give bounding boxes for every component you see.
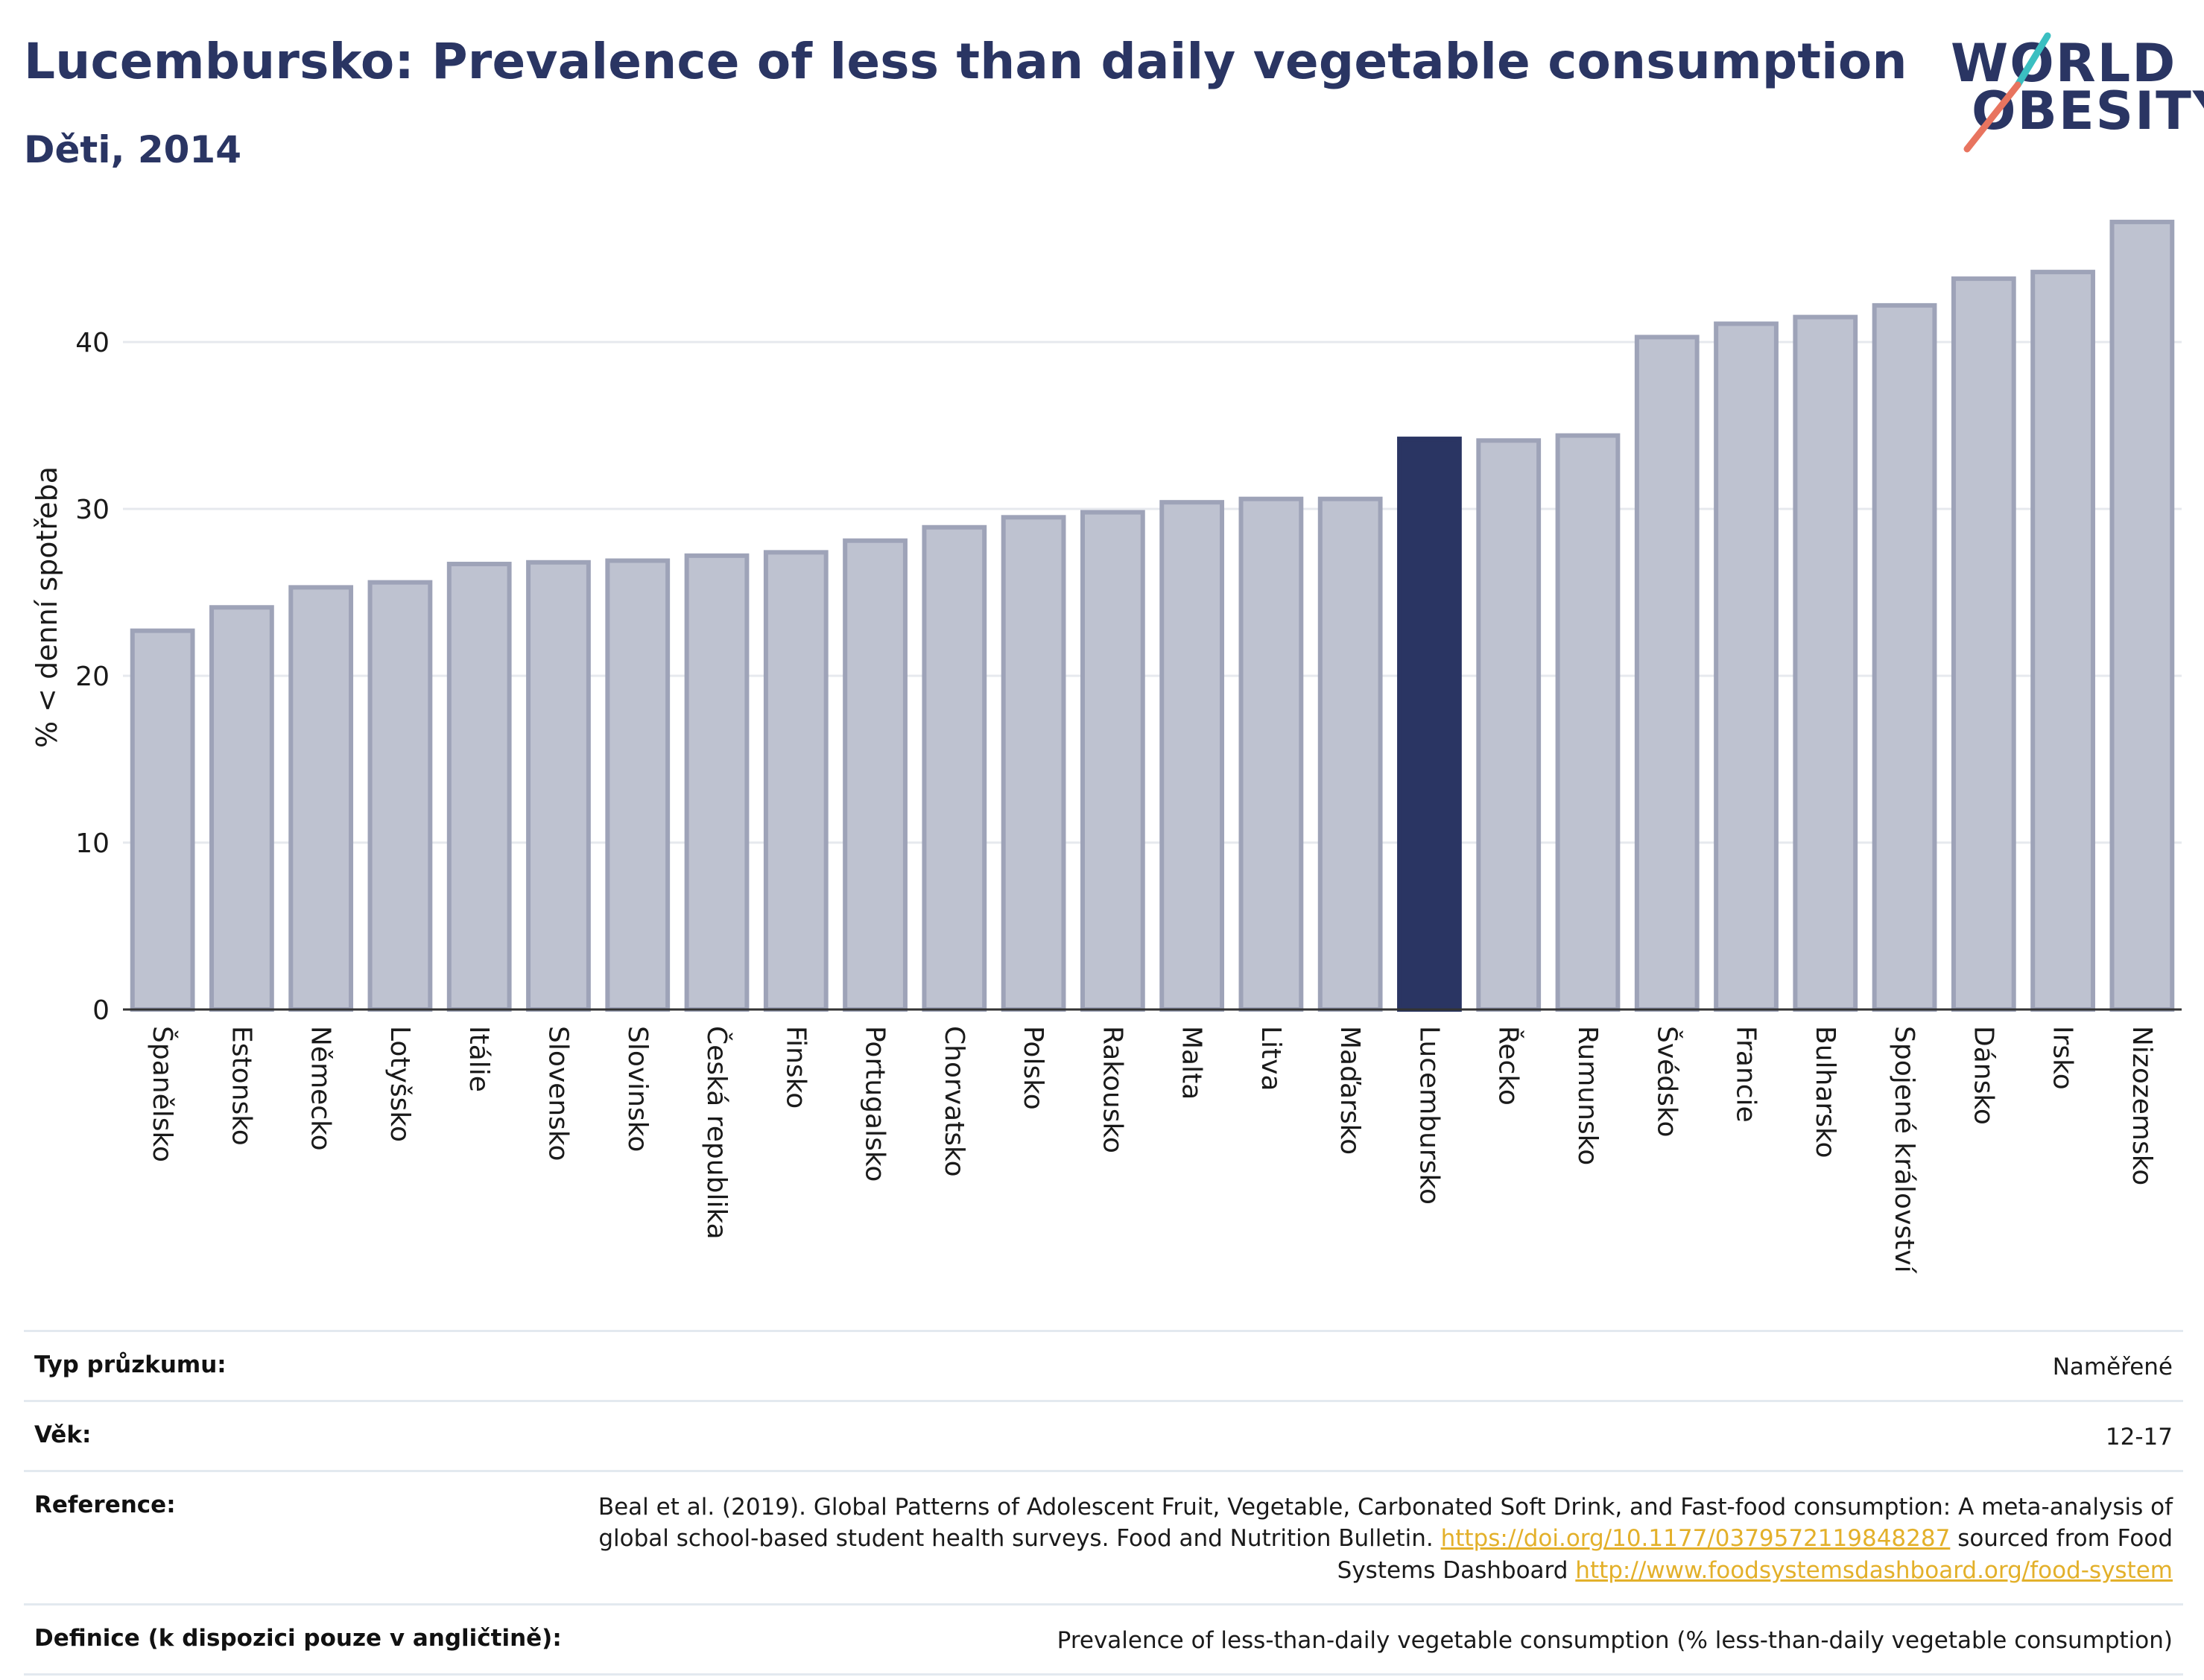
- x-tick-label: Malta: [1177, 1026, 1207, 1100]
- x-tick-label: Švédsko: [1651, 1026, 1682, 1138]
- x-tick-label: Litva: [1255, 1026, 1286, 1091]
- bar: [1080, 510, 1145, 1012]
- world-obesity-logo: WORLD OBESITY: [1937, 30, 2204, 164]
- bar: [1555, 433, 1621, 1012]
- bar: [1476, 438, 1542, 1012]
- x-ticks: Španělsko Estonsko Německo Lotyšsko Itálie Sl…: [147, 1026, 2157, 1274]
- meta-row-definition: Definice (k dispozici pouze v angličtině…: [24, 1603, 2183, 1676]
- bars: [123, 219, 2182, 1012]
- x-tick-label: Portugalsko: [860, 1026, 890, 1182]
- x-tick-label: Bulharsko: [1810, 1026, 1840, 1158]
- bar: [1001, 515, 1066, 1012]
- bar: [2030, 270, 2095, 1012]
- bar-chart: 0 10 20 30 40 Španělsko Estonsko Německo Lotyšs…: [31, 219, 2182, 1274]
- logo-line-1: WORLD: [1951, 33, 2177, 94]
- x-tick-label: Francie: [1731, 1026, 1761, 1123]
- reference-text-2: sourced from Food Systems Dashboard: [1337, 1525, 2173, 1585]
- food-systems-dashboard-link[interactable]: http://www.foodsystemsdashboard.org/food…: [1575, 1557, 2173, 1585]
- x-tick-label: Slovinsko: [622, 1026, 653, 1152]
- y-axis-label: % < denní spotřeba: [31, 466, 63, 748]
- reference-label: Reference:: [34, 1491, 176, 1518]
- metadata-table: Typ průzkumu: Naměřené Věk: 12-17 Refere…: [24, 1330, 2183, 1676]
- definition-label: Definice (k dispozici pouze v angličtině…: [34, 1624, 562, 1652]
- bar: [1317, 496, 1383, 1012]
- y-tick-label: 10: [75, 828, 110, 859]
- y-tick-label: 20: [75, 662, 110, 692]
- page-title: Lucembursko: Prevalence of less than dai…: [24, 33, 1907, 90]
- bar: [684, 553, 750, 1012]
- bar: [922, 524, 987, 1012]
- x-tick-label: Německo: [305, 1026, 336, 1151]
- y-tick-label: 0: [92, 995, 110, 1026]
- y-tick-label: 40: [75, 328, 110, 358]
- bar: [526, 560, 591, 1012]
- bar: [1238, 496, 1304, 1012]
- reference-text-1: Beal et al. (2019). Global Patterns of A…: [598, 1493, 2173, 1553]
- meta-row-survey-type: Typ průzkumu: Naměřené: [24, 1330, 2183, 1400]
- x-tick-label: Lucembursko: [1413, 1026, 1444, 1205]
- bar: [1159, 500, 1225, 1012]
- x-tick-label: Španělsko: [147, 1026, 178, 1162]
- bar: [209, 605, 274, 1012]
- x-tick-label: Lotyšsko: [384, 1026, 415, 1142]
- reference-doi-link[interactable]: https://doi.org/10.1177/0379572119848287: [1440, 1525, 1951, 1553]
- reference-value: Beal et al. (2019). Global Patterns of A…: [586, 1492, 2173, 1587]
- x-tick-label: Polsko: [1018, 1026, 1048, 1110]
- x-tick-label: Rakousko: [1097, 1026, 1127, 1153]
- age-label: Věk:: [34, 1421, 92, 1448]
- x-tick-label: Itálie: [463, 1026, 494, 1092]
- bar-highlighted: [1397, 437, 1462, 1012]
- bar: [1793, 314, 1858, 1012]
- x-tick-label: Spojené království: [1889, 1026, 1919, 1274]
- x-tick-label: Rumunsko: [1572, 1026, 1603, 1165]
- bar: [605, 558, 671, 1012]
- survey-type-value: Naměřené: [2052, 1354, 2173, 1381]
- y-ticks: 0 10 20 30 40: [75, 328, 110, 1026]
- meta-row-age: Věk: 12-17: [24, 1399, 2183, 1470]
- bar: [2109, 219, 2175, 1012]
- bar: [1634, 335, 1700, 1012]
- x-tick-label: Finsko: [780, 1026, 811, 1109]
- x-tick-label: Česká republika: [701, 1026, 732, 1240]
- bar: [1951, 276, 2016, 1012]
- bar: [446, 562, 512, 1012]
- survey-type-label: Typ průzkumu:: [34, 1351, 227, 1378]
- bar: [288, 585, 354, 1012]
- x-tick-label: Řecko: [1493, 1026, 1524, 1106]
- logo-slash-icon: [1963, 32, 2051, 153]
- definition-value: Prevalence of less-than-daily vegetable …: [1057, 1626, 2173, 1654]
- bar: [130, 628, 195, 1012]
- age-value: 12-17: [2105, 1423, 2173, 1451]
- bar: [1714, 321, 1779, 1012]
- x-tick-label: Chorvatsko: [939, 1026, 969, 1177]
- bar: [763, 550, 829, 1012]
- x-tick-label: Irsko: [2048, 1026, 2078, 1090]
- bar: [843, 538, 908, 1012]
- x-tick-label: Maďarsko: [1334, 1026, 1365, 1155]
- y-tick-label: 30: [75, 495, 110, 525]
- x-tick-label: Dánsko: [1968, 1026, 1998, 1125]
- meta-row-reference: Reference: Beal et al. (2019). Global Pa…: [24, 1469, 2183, 1603]
- page-subtitle: Děti, 2014: [24, 128, 242, 171]
- x-tick-label: Nizozemsko: [2127, 1026, 2157, 1185]
- bar: [1872, 302, 1937, 1012]
- x-tick-label: Slovensko: [542, 1026, 573, 1161]
- x-tick-label: Estonsko: [226, 1026, 256, 1146]
- bar: [367, 580, 433, 1012]
